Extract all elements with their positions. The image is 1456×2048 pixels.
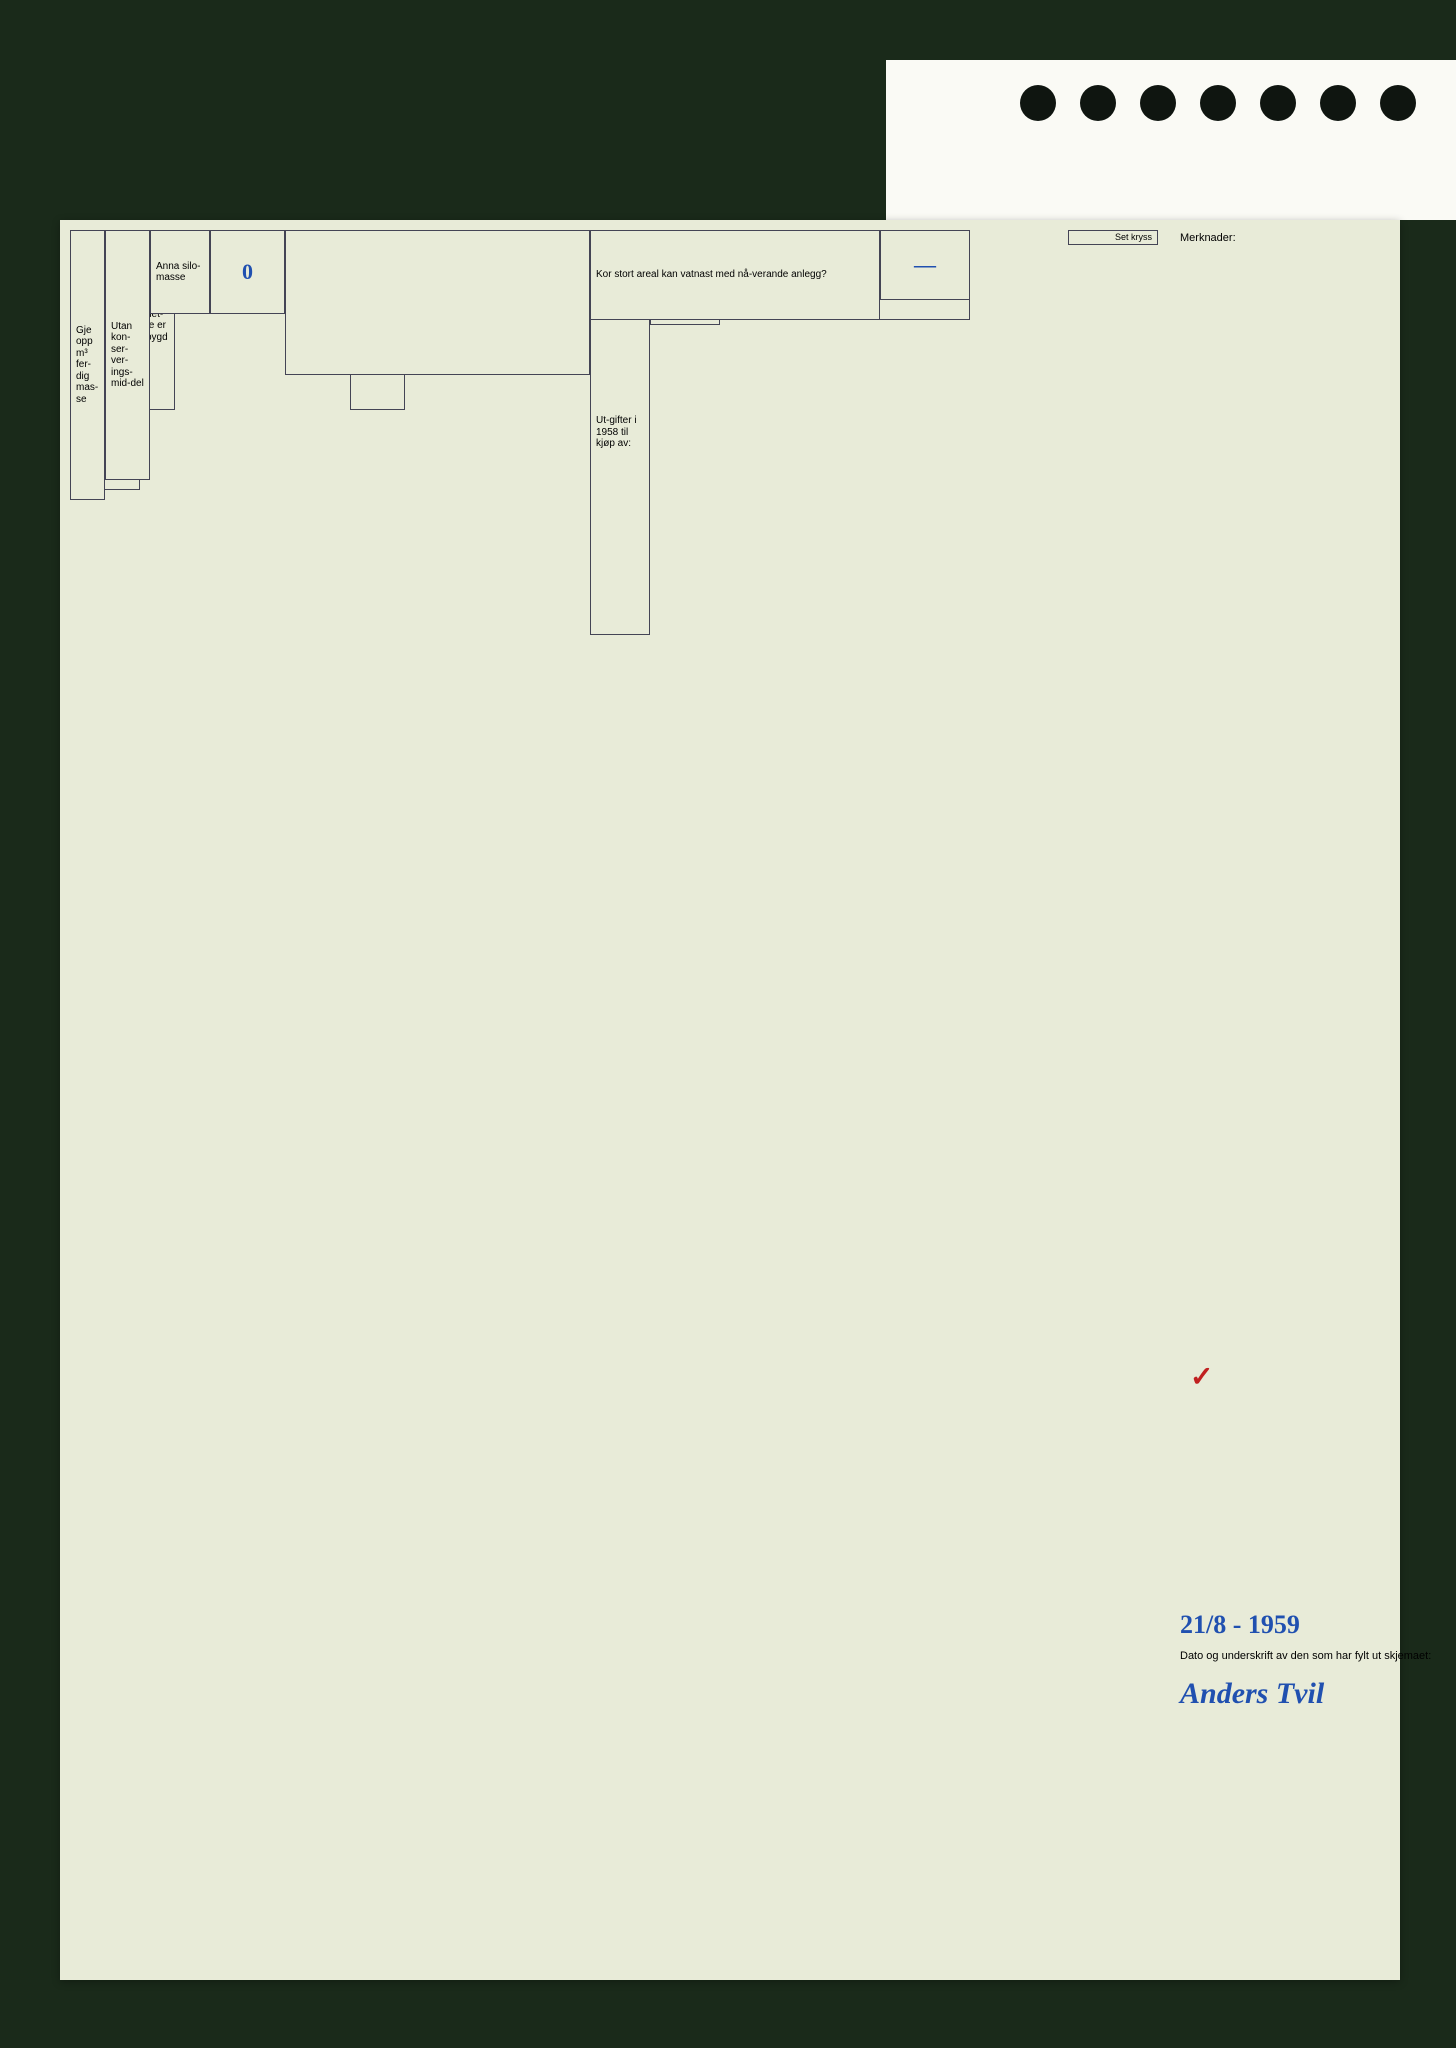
silofor-label2: Gje opp m³ fer-dig mas-se: [70, 230, 105, 500]
silofor-anna-2: Anna silo-masse: [150, 230, 210, 314]
vatning-q2: Kor stort areal kan vatnast med nå-veran…: [590, 230, 880, 320]
date-value: 21/8 - 1959: [1180, 1610, 1456, 1640]
signature-value: Anders Tvil: [1180, 1677, 1456, 1711]
date-label: Dato og underskrift av den som har fylt …: [1180, 1650, 1456, 1662]
silofor-utan: Utan kon-ser-ver-ings-mid-del: [105, 230, 150, 480]
signature-area: ✓ 21/8 - 1959 Dato og underskrift av den…: [1180, 1610, 1456, 1711]
red-checkmark: ✓: [1190, 1360, 1213, 1394]
torn-paper-bg: [886, 60, 1456, 220]
mid-filler: [285, 230, 590, 375]
merknader-label: Merknader:: [1180, 232, 1236, 244]
binder-holes: [1020, 85, 1416, 121]
set-kryss-2: Set kryss: [1068, 230, 1158, 245]
utan-anna-val: 0: [210, 230, 285, 314]
form-page: Merknader: S. Bygningar m. v. Set kryss …: [60, 220, 1400, 1980]
vatning-val: —: [880, 230, 970, 300]
